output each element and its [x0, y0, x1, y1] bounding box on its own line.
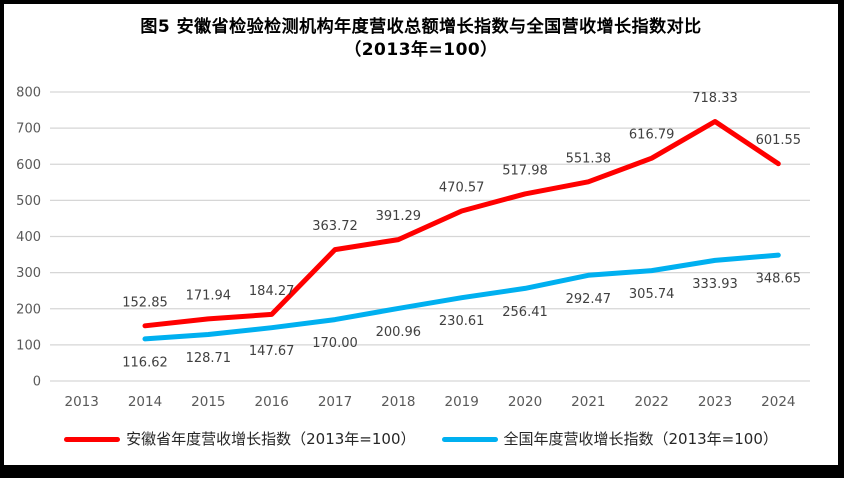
legend-item-0: 安徽省年度营收增长指数（2013年=100） [64, 429, 416, 449]
data-label: 333.93 [692, 277, 738, 292]
y-axis-tick-label: 0 [33, 375, 41, 390]
x-axis-tick-label: 2018 [381, 394, 415, 410]
data-label: 348.65 [756, 272, 802, 287]
x-axis-tick-label: 2022 [634, 394, 668, 410]
data-label: 470.57 [439, 181, 485, 196]
chart-legend: 安徽省年度营收增长指数（2013年=100） 全国年度营收增长指数（2013年=1… [4, 429, 838, 449]
legend-item-1: 全国年度营收增长指数（2013年=100） [441, 429, 778, 449]
data-label: 152.85 [122, 295, 168, 310]
data-label: 184.27 [249, 284, 295, 299]
y-axis-tick-label: 300 [16, 266, 41, 281]
y-axis-tick-label: 200 [16, 302, 41, 317]
y-axis-tick-label: 700 [16, 122, 41, 137]
chart-title: 图5 安徽省检验检测机构年度营收总额增长指数与全国营收增长指数对比 （2013年… [4, 16, 838, 62]
series-line-1 [142, 252, 781, 342]
y-axis-tick-label: 600 [16, 158, 41, 173]
y-axis-tick-label: 800 [16, 86, 41, 101]
data-label: 718.33 [692, 91, 738, 106]
legend-swatch-icon [64, 436, 121, 442]
data-label: 200.96 [376, 325, 422, 340]
legend-label: 安徽省年度营收增长指数（2013年=100） [126, 430, 416, 448]
x-axis-tick-label: 2016 [254, 394, 288, 410]
data-label: 147.67 [249, 344, 295, 359]
data-label: 128.71 [186, 351, 232, 366]
y-axis-tick-label: 500 [16, 194, 41, 209]
data-label: 305.74 [629, 287, 675, 302]
legend-swatch-icon [441, 436, 498, 442]
x-axis-tick-label: 2013 [64, 394, 98, 410]
data-label: 363.72 [312, 219, 358, 234]
x-axis-tick-label: 2017 [318, 394, 352, 410]
x-axis-tick-label: 2023 [698, 394, 732, 410]
data-label: 616.79 [629, 128, 675, 143]
x-axis-tick-label: 2015 [191, 394, 225, 410]
data-label: 256.41 [502, 305, 548, 320]
data-label: 230.61 [439, 314, 485, 329]
chart-canvas: 0 100 200 300 400 500 600 700 800 2013 2014 2015 201… [16, 86, 810, 410]
y-axis-tick-label: 100 [16, 338, 41, 353]
data-label: 551.38 [566, 151, 612, 166]
x-axis-tick-label: 2024 [761, 394, 795, 410]
series-line-0 [142, 119, 781, 329]
data-label: 171.94 [186, 288, 232, 303]
chart-title-line2: （2013年=100） [344, 40, 498, 60]
data-label: 601.55 [756, 133, 802, 148]
data-label: 292.47 [566, 292, 612, 307]
y-axis-tick-label: 400 [16, 230, 41, 245]
x-axis-tick-label: 2019 [444, 394, 478, 410]
chart-title-line1: 图5 安徽省检验检测机构年度营收总额增长指数与全国营收增长指数对比 [140, 17, 702, 37]
x-axis-tick-label: 2014 [128, 394, 162, 410]
data-label: 391.29 [376, 209, 422, 224]
data-label: 170.00 [312, 336, 358, 351]
x-axis-tick-label: 2020 [508, 394, 542, 410]
data-label: 517.98 [502, 163, 548, 178]
x-axis-tick-label: 2021 [571, 394, 605, 410]
legend-label: 全国年度营收增长指数（2013年=100） [503, 430, 778, 448]
data-label: 116.62 [122, 355, 168, 370]
